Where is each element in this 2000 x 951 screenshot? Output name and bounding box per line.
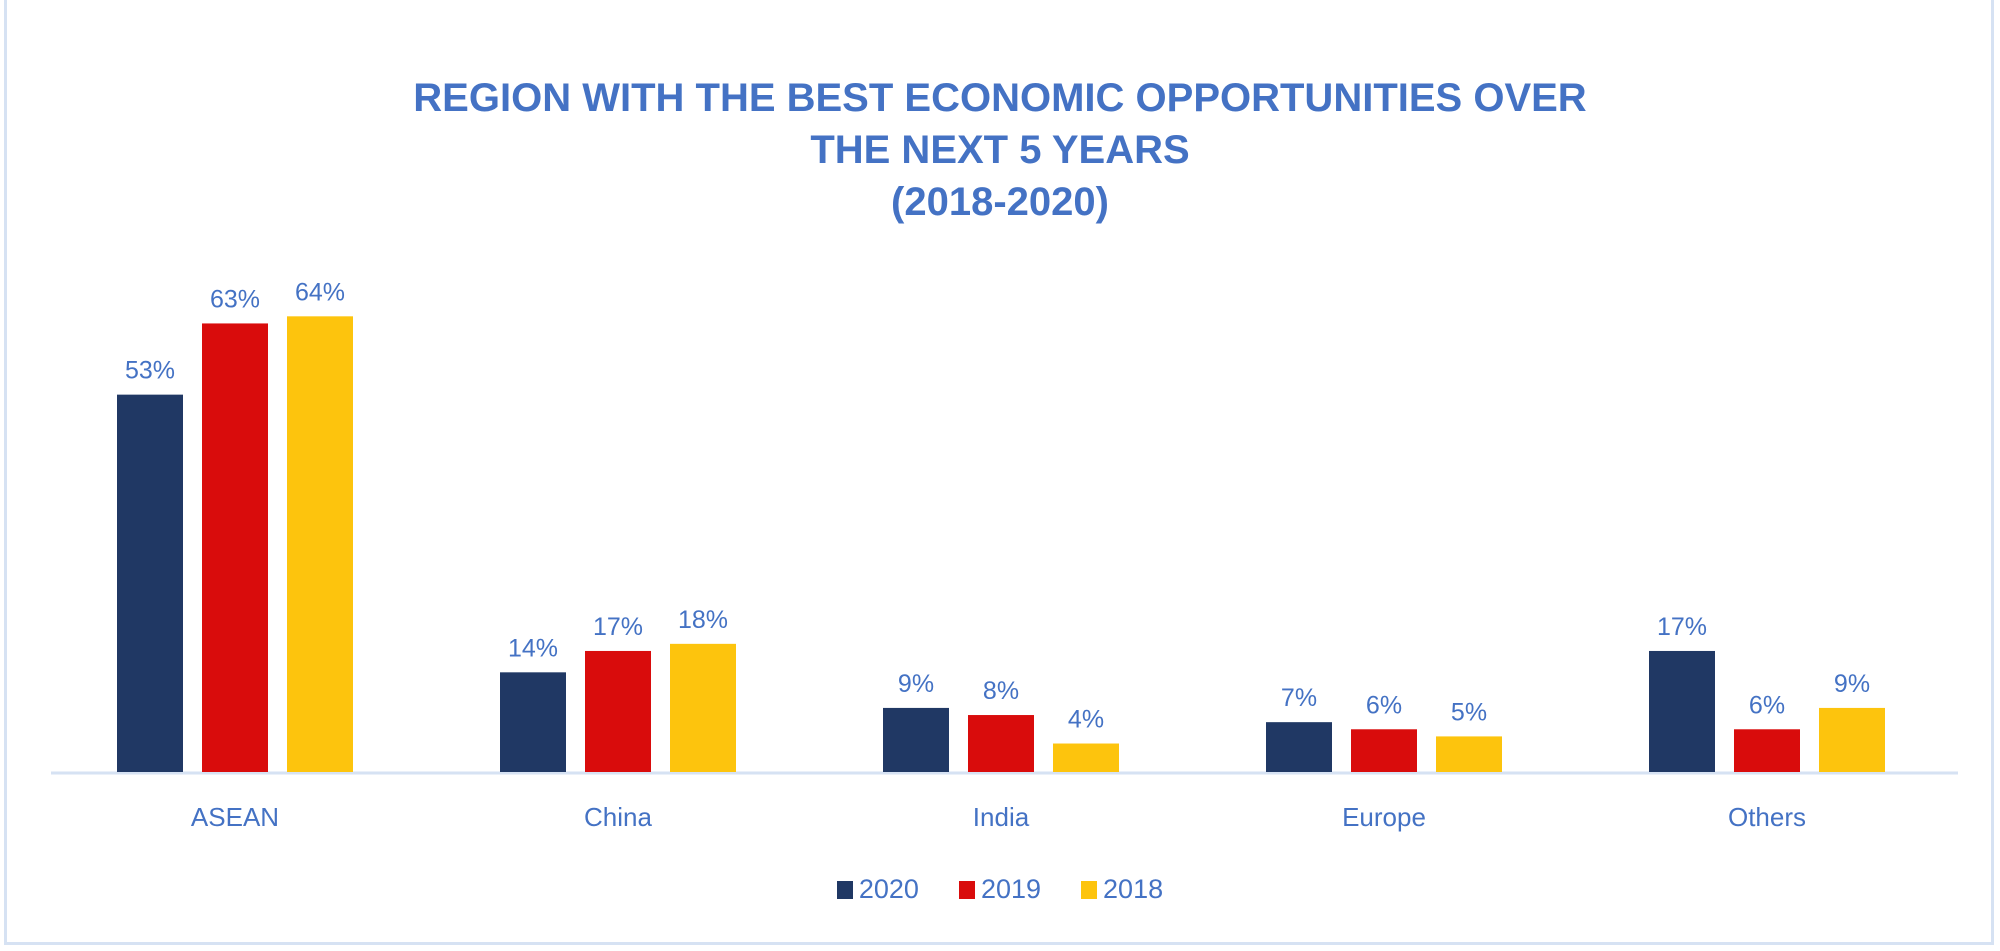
legend-item-2020: 2020 (836, 874, 919, 905)
category-label: India (973, 802, 1030, 832)
data-label: 6% (1366, 691, 1402, 719)
data-label: 14% (508, 634, 558, 662)
bar-others-2018 (1819, 707, 1885, 772)
data-label: 9% (1834, 670, 1870, 698)
bar-india-2019 (968, 715, 1034, 772)
category-label: Others (1728, 802, 1806, 832)
legend-label: 2019 (980, 874, 1042, 904)
category-label: Europe (1342, 802, 1426, 832)
legend-swatch (1081, 880, 1098, 899)
data-label: 64% (295, 278, 345, 306)
bar-china-2020 (500, 672, 566, 772)
bar-asean-2019 (202, 323, 268, 772)
bar-china-2019 (585, 650, 651, 772)
legend-label: 2018 (1103, 874, 1164, 904)
chart-title: REGION WITH THE BEST ECONOMIC OPPORTUNIT… (0, 72, 2000, 228)
title-line-1: REGION WITH THE BEST ECONOMIC OPPORTUNIT… (413, 76, 1587, 120)
data-label: 6% (1749, 691, 1785, 719)
data-label: 4% (1068, 706, 1104, 734)
data-label: 8% (983, 677, 1019, 705)
bar-others-2019 (1734, 729, 1800, 772)
bar-india-2020 (883, 707, 949, 772)
legend-item-2018: 2018 (1081, 874, 1163, 905)
legend-swatch (836, 880, 853, 899)
legend-label: 2020 (858, 874, 919, 904)
data-label: 5% (1451, 698, 1487, 726)
category-label: China (584, 802, 652, 832)
bar-india-2018 (1053, 743, 1119, 772)
category-label: ASEAN (191, 802, 279, 832)
legend-swatch (958, 880, 975, 899)
legend: 2020 2019 2018 (0, 874, 2000, 905)
data-label: 17% (1657, 613, 1707, 641)
bar-europe-2020 (1266, 722, 1332, 772)
data-label: 18% (678, 606, 728, 634)
bar-europe-2019 (1351, 729, 1417, 772)
data-label: 9% (898, 670, 934, 698)
chart-frame (4, 0, 1994, 945)
data-label: 17% (593, 613, 643, 641)
bar-asean-2020 (117, 394, 183, 772)
bar-europe-2018 (1436, 736, 1502, 772)
bar-china-2018 (670, 643, 736, 772)
data-label: 7% (1281, 684, 1317, 712)
bar-asean-2018 (287, 316, 353, 772)
data-label: 53% (125, 357, 175, 385)
title-line-2: THE NEXT 5 YEARS (810, 128, 1190, 172)
title-line-3: (2018-2020) (891, 180, 1109, 224)
legend-item-2019: 2019 (958, 874, 1042, 905)
data-label: 63% (210, 285, 260, 313)
bar-others-2020 (1649, 650, 1715, 772)
